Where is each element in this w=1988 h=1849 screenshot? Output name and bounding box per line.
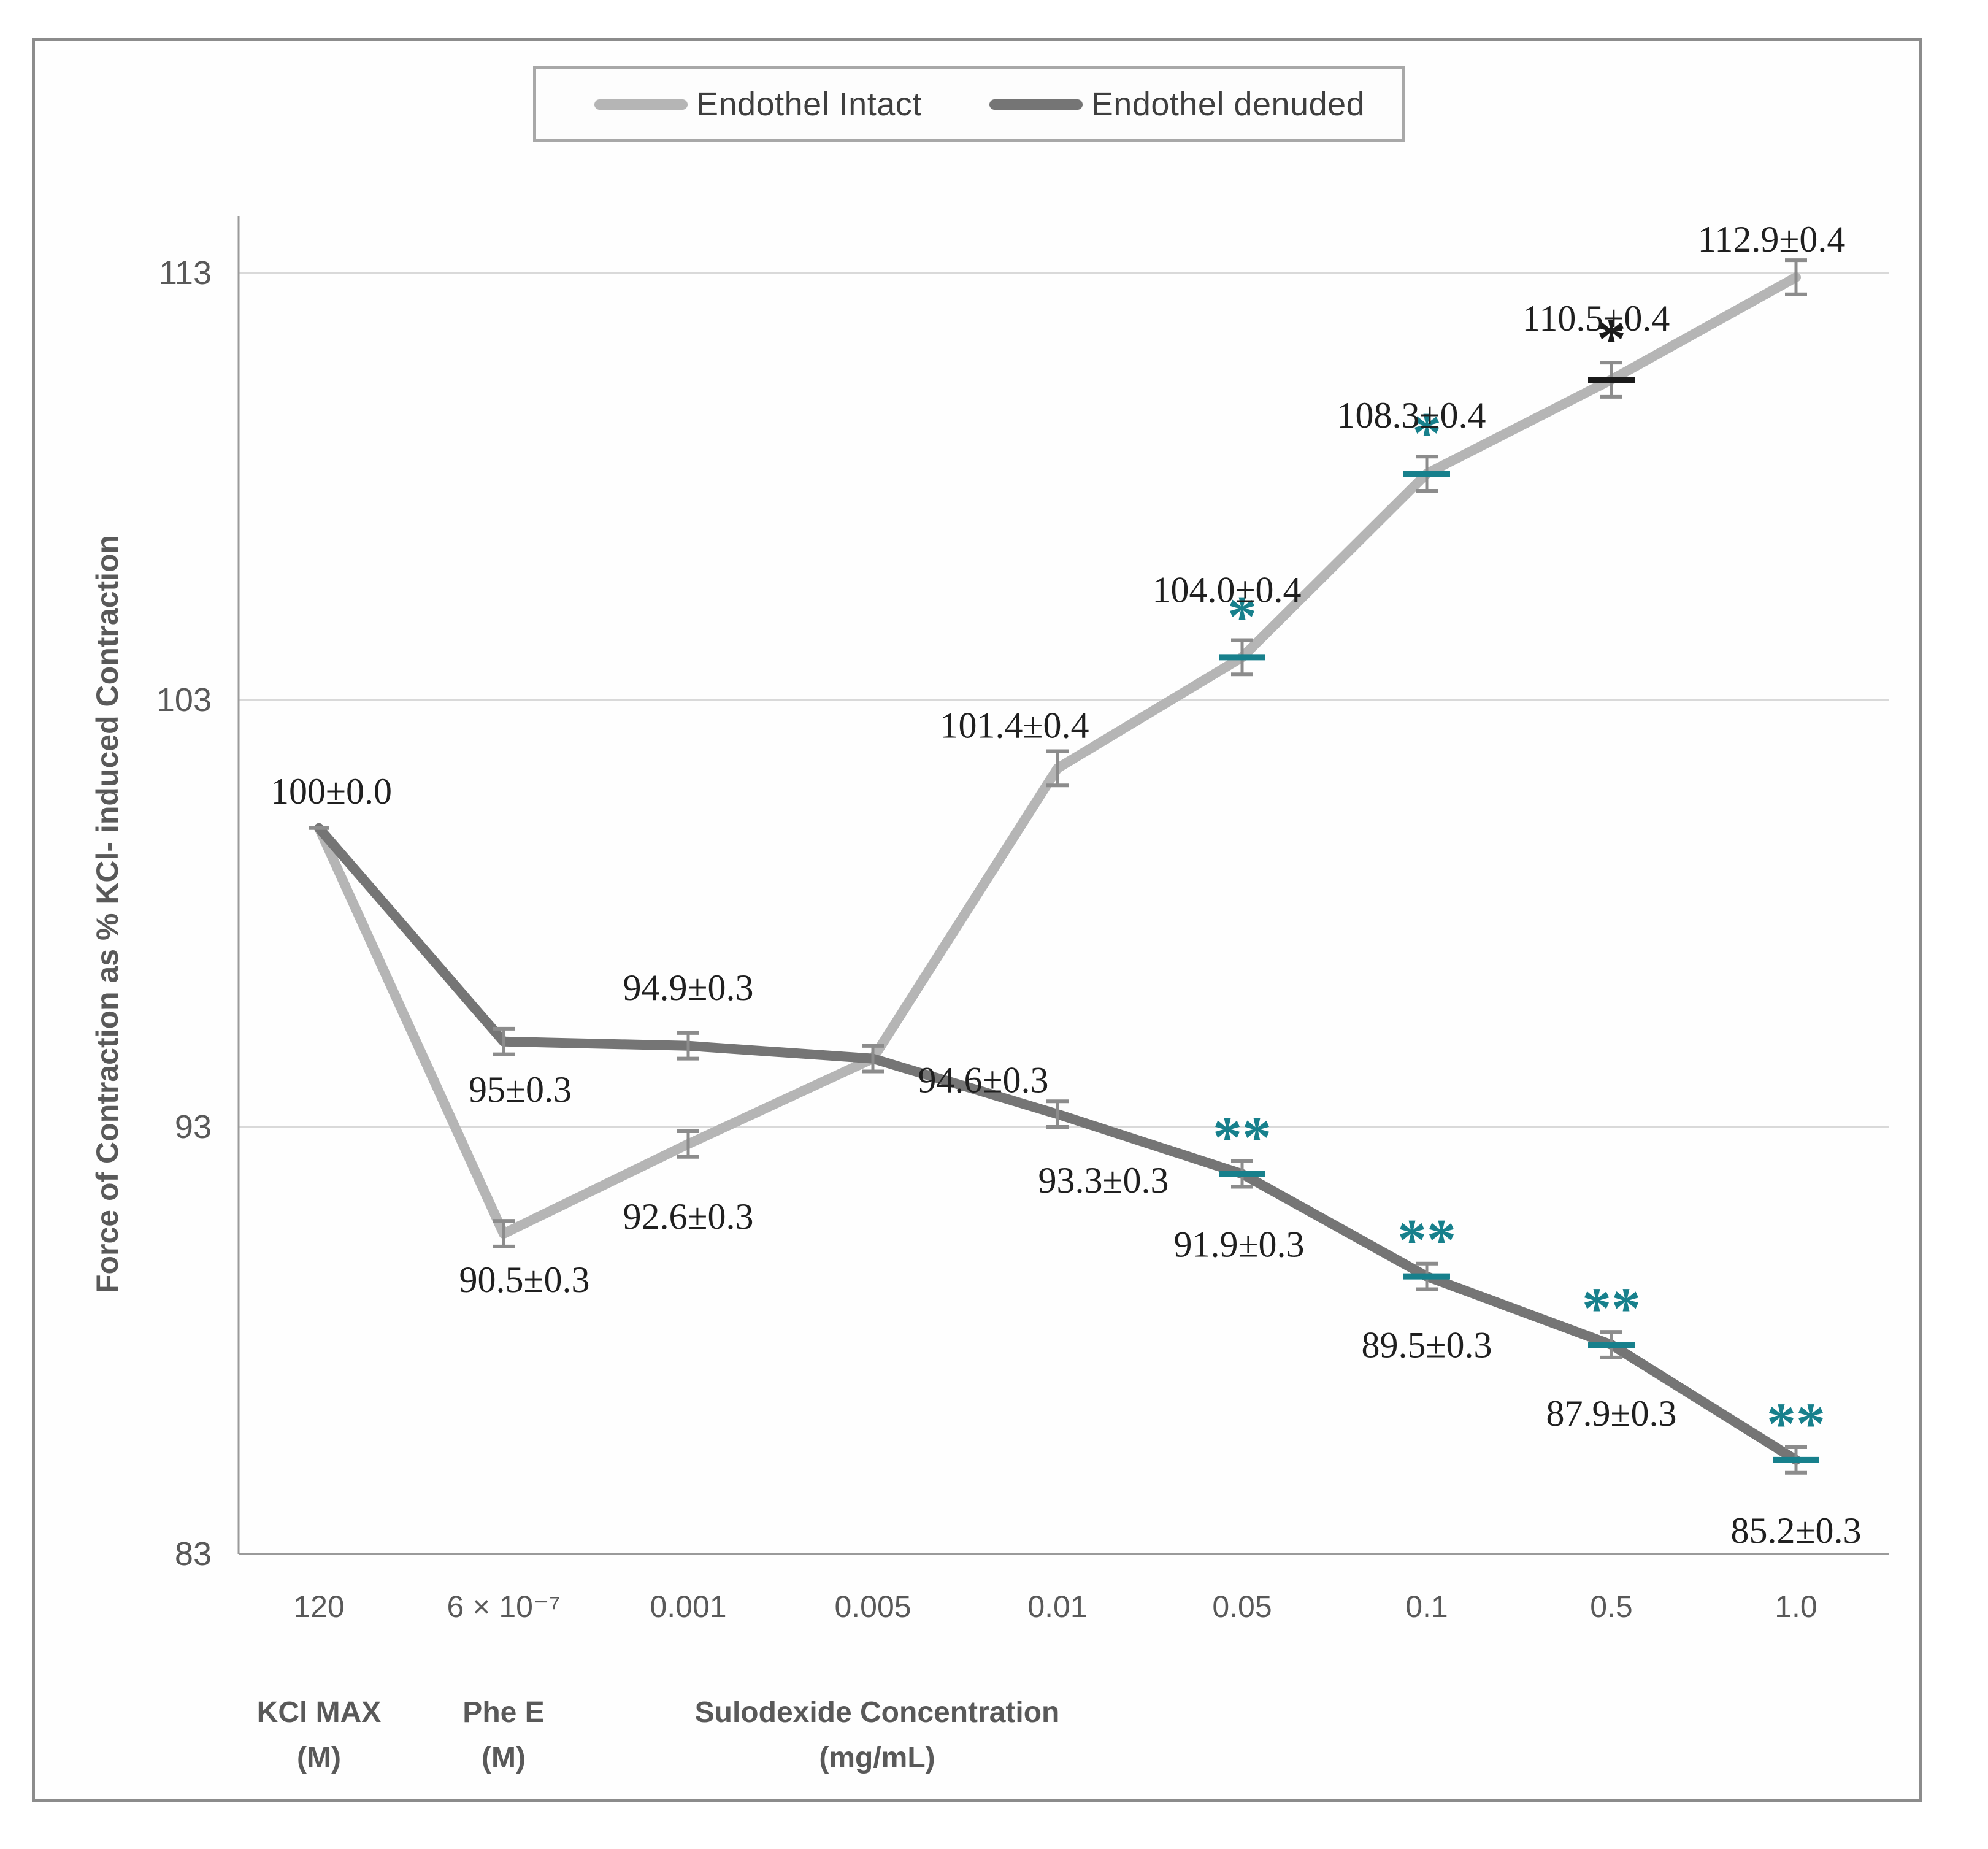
x-group-label-kcl-max: KCl MAX (M) bbox=[166, 1690, 472, 1781]
x-group-label-phe-e: Phe E (M) bbox=[350, 1690, 657, 1781]
x-group-label-sulodexide-line2: (mg/mL) bbox=[819, 1742, 935, 1774]
x-group-label-kcl-max-line1: KCl MAX bbox=[256, 1696, 382, 1729]
legend-label-denuded: Endothel denuded bbox=[1091, 86, 1365, 123]
significance-asterisk: ** bbox=[1213, 1105, 1272, 1171]
legend-swatch-denuded bbox=[989, 99, 1083, 110]
legend-label-intact: Endothel Intact bbox=[696, 86, 922, 123]
figure-border bbox=[32, 38, 1922, 1802]
x-tick-label: 1.0 bbox=[1775, 1590, 1817, 1624]
x-tick-label: 0.01 bbox=[1027, 1590, 1087, 1624]
x-group-label-phe-e-line1: Phe E bbox=[462, 1696, 545, 1729]
y-tick-label: 113 bbox=[159, 255, 212, 291]
point-label: 101.4±0.4 bbox=[940, 705, 1089, 745]
y-axis-title: Force of Contraction as % KCl- induced C… bbox=[90, 534, 125, 1294]
significance-asterisk: * bbox=[1227, 584, 1257, 650]
x-group-label-sulodexide: Sulodexide Concentration (mg/mL) bbox=[632, 1690, 1123, 1781]
point-label: 92.6±0.3 bbox=[623, 1196, 754, 1237]
point-label: 90.5±0.3 bbox=[459, 1259, 590, 1300]
point-label: 91.9±0.3 bbox=[1174, 1224, 1305, 1265]
x-group-label-sulodexide-line1: Sulodexide Concentration bbox=[694, 1696, 1060, 1729]
legend-item-intact: Endothel Intact bbox=[594, 85, 922, 123]
point-label: 95±0.3 bbox=[469, 1069, 572, 1110]
significance-asterisk: ** bbox=[1582, 1275, 1641, 1341]
significance-asterisk: ** bbox=[1767, 1391, 1825, 1456]
point-label: 110.5±0.4 bbox=[1522, 298, 1670, 339]
y-tick-label: 93 bbox=[175, 1109, 212, 1145]
series-line-denuded bbox=[314, 823, 1801, 1465]
y-tick-label: 103 bbox=[156, 682, 212, 718]
x-group-label-phe-e-line2: (M) bbox=[482, 1742, 526, 1774]
x-tick-label: 6 × 10⁻⁷ bbox=[447, 1590, 561, 1624]
y-tick-label: 83 bbox=[175, 1536, 212, 1572]
legend-item-denuded: Endothel denuded bbox=[989, 85, 1365, 123]
significance-asterisk: * bbox=[1412, 400, 1441, 466]
legend: Endothel Intact Endothel denuded bbox=[533, 66, 1405, 142]
legend-swatch-intact bbox=[594, 99, 688, 110]
x-tick-label: 0.5 bbox=[1590, 1590, 1633, 1624]
point-label: 85.2±0.3 bbox=[1731, 1510, 1862, 1551]
point-label: 112.9±0.4 bbox=[1698, 219, 1846, 259]
x-tick-label: 0.05 bbox=[1212, 1590, 1272, 1624]
significance-asterisk: * bbox=[1597, 306, 1626, 372]
x-group-label-kcl-max-line2: (M) bbox=[297, 1742, 341, 1774]
point-label: 93.3±0.3 bbox=[1038, 1160, 1169, 1201]
point-label: 94.9±0.3 bbox=[623, 967, 754, 1008]
point-label: 108.3±0.4 bbox=[1337, 395, 1486, 436]
point-label: 100±0.0 bbox=[271, 771, 392, 812]
x-tick-label: 0.001 bbox=[650, 1590, 726, 1624]
x-tick-label: 120 bbox=[293, 1590, 344, 1624]
point-label: 87.9±0.3 bbox=[1546, 1393, 1677, 1434]
point-label: 104.0±0.4 bbox=[1153, 569, 1302, 610]
x-tick-label: 0.1 bbox=[1405, 1590, 1448, 1624]
x-tick-label: 0.005 bbox=[834, 1590, 911, 1624]
point-label: 94.6±0.3 bbox=[918, 1060, 1049, 1101]
point-label: 89.5±0.3 bbox=[1362, 1325, 1492, 1366]
significance-asterisk: ** bbox=[1397, 1207, 1456, 1273]
